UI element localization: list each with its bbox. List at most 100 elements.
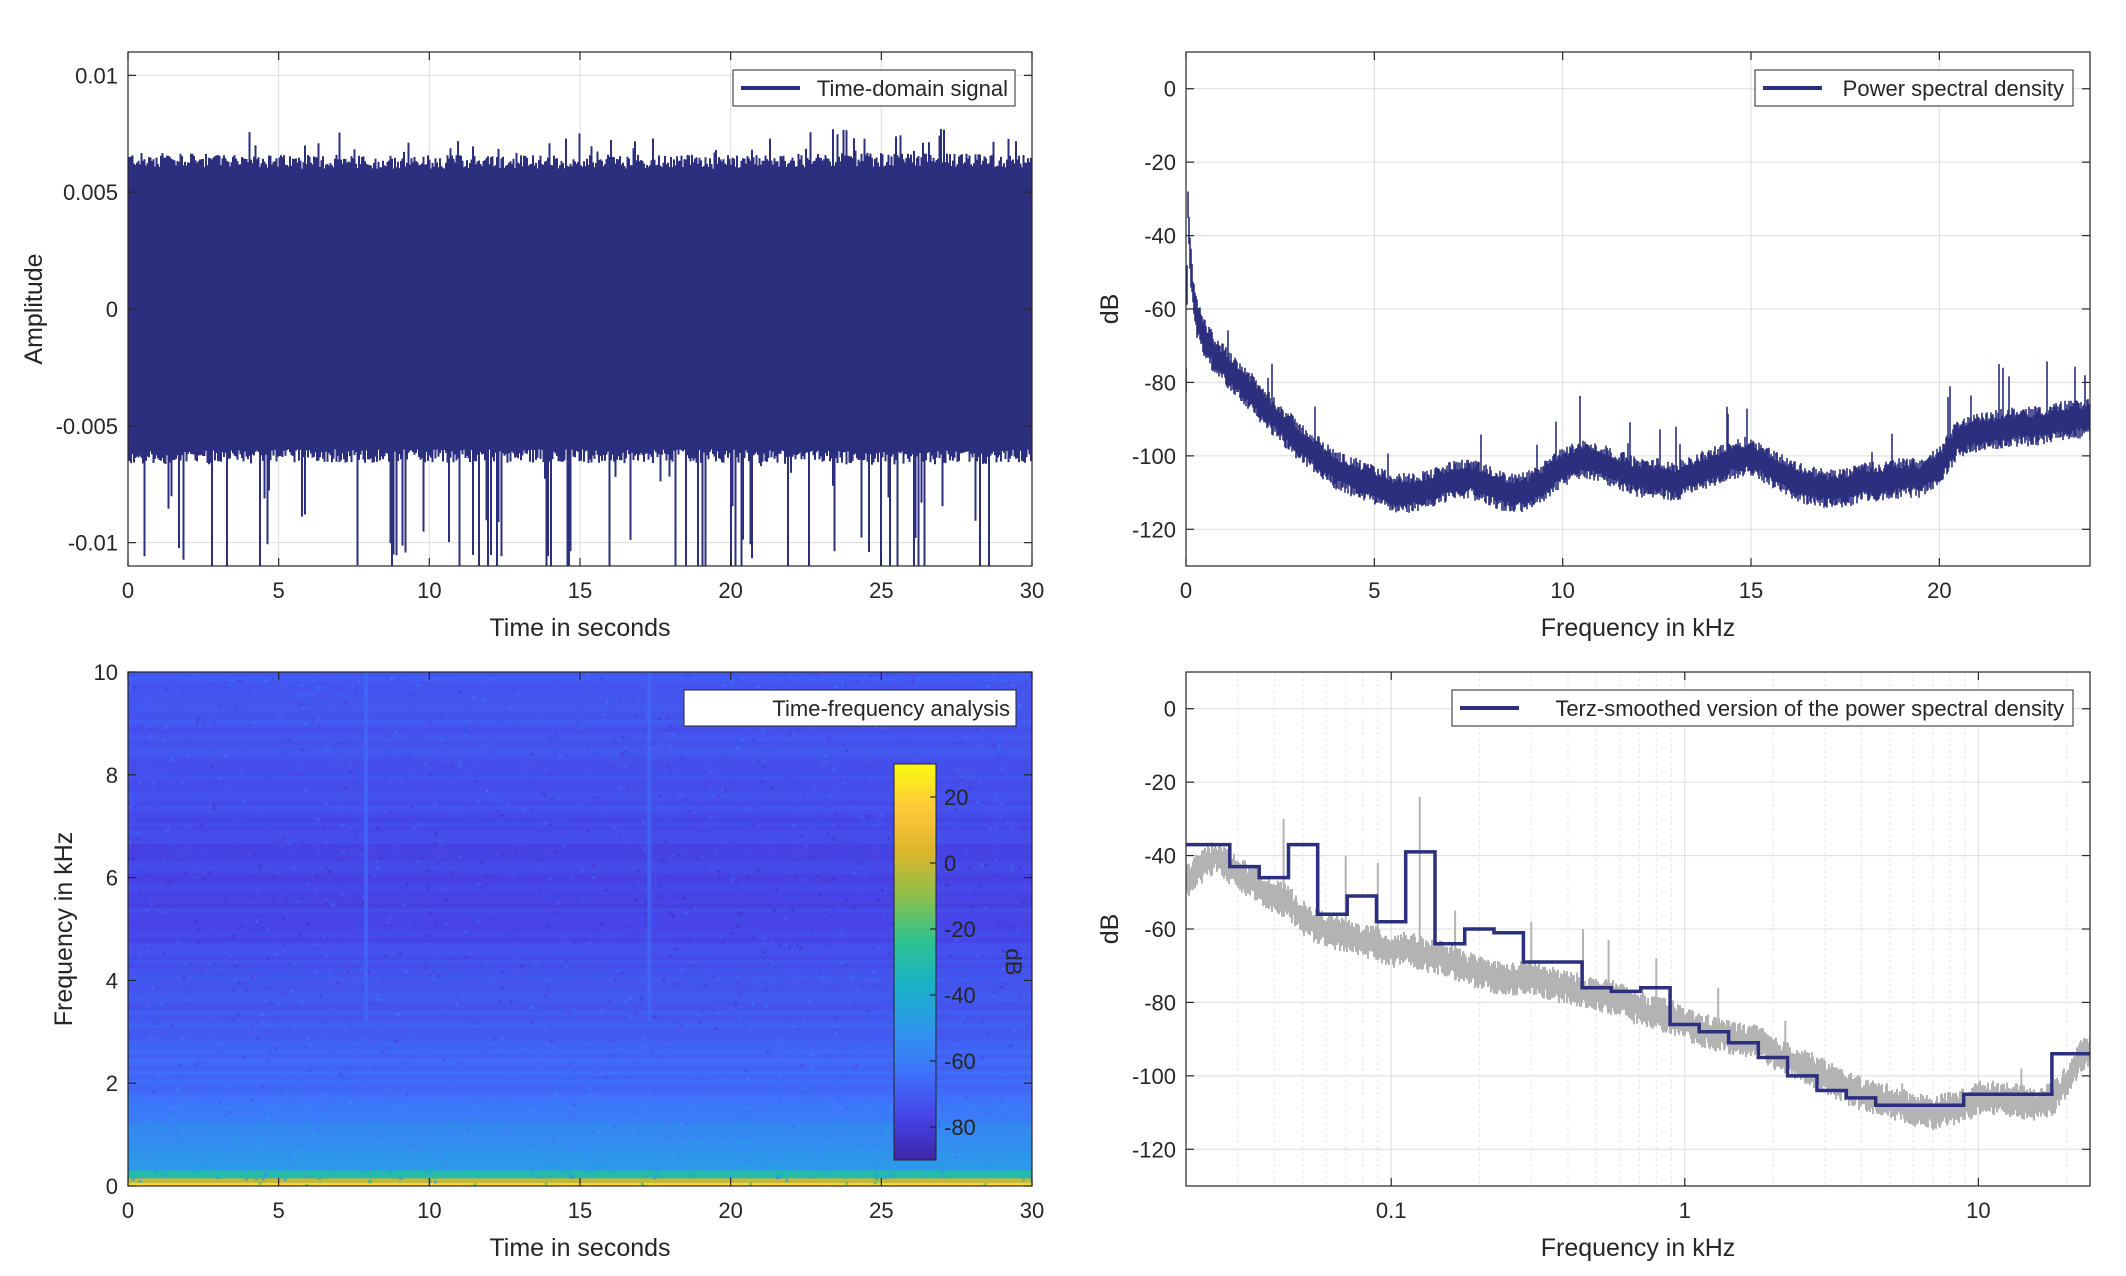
spectrogram-speckle: [998, 754, 1002, 758]
spectrogram-speckle: [997, 1142, 1001, 1146]
spectrogram-speckle: [548, 894, 552, 898]
spectrogram-speckle: [148, 873, 151, 876]
spectrogram-speckle: [260, 1020, 264, 1024]
spectrogram-speckle: [292, 1025, 296, 1029]
spectrogram-speckle: [449, 912, 453, 916]
spectrogram-speckle: [815, 981, 819, 985]
spectrogram-speckle: [668, 744, 672, 748]
spectrogram-row: [128, 1019, 1032, 1024]
spectrogram-speckle: [804, 1091, 808, 1094]
spectrogram-speckle: [326, 748, 330, 751]
spectrogram-speckle: [557, 920, 561, 924]
spectrogram-speckle: [331, 810, 335, 814]
spectrogram-speckle: [983, 1182, 987, 1186]
spectrogram-speckle: [724, 839, 728, 843]
spectrogram-speckle: [296, 766, 300, 770]
spectrogram-speckle: [700, 1095, 704, 1099]
spectrogram-speckle: [284, 903, 287, 907]
spectrogram-speckle: [132, 791, 135, 795]
spectrogram-speckle: [338, 897, 342, 901]
spectrogram-row: [128, 813, 1032, 819]
spectrogram-speckle: [321, 936, 325, 940]
x-axis-label: Time in seconds: [489, 1234, 670, 1262]
spectrogram-speckle: [857, 728, 861, 732]
spectrogram-speckle: [308, 1068, 312, 1072]
spectrogram-speckle: [850, 974, 854, 978]
spectrogram-speckle: [343, 1141, 347, 1144]
spectrogram-speckle: [338, 757, 342, 761]
spectrogram-speckle: [194, 919, 198, 923]
spectrogram-speckle: [235, 1147, 239, 1151]
spectrogram-speckle: [739, 1131, 743, 1135]
spectrogram-speckle: [689, 1173, 693, 1177]
spectrogram-speckle: [207, 793, 211, 797]
spectrogram-speckle: [563, 692, 566, 695]
spectrogram-speckle: [385, 677, 389, 681]
spectrogram-speckle: [770, 939, 774, 943]
spectrogram-speckle: [153, 806, 156, 809]
spectrogram-speckle: [139, 781, 142, 785]
spectrogram-speckle: [1001, 949, 1005, 953]
spectrogram-speckle: [833, 1027, 837, 1031]
spectrogram-speckle: [818, 1169, 822, 1173]
spectrogram-speckle: [265, 698, 269, 702]
spectrogram-speckle: [874, 949, 878, 953]
spectrogram-speckle: [371, 845, 375, 849]
spectrogram-speckle: [327, 972, 331, 976]
y-tick-label: 4: [106, 968, 118, 993]
spectrogram-speckle: [313, 766, 317, 770]
spectrogram-speckle: [255, 1107, 259, 1111]
spectrogram-speckle: [653, 1015, 657, 1019]
spectrogram-row: [128, 860, 1032, 866]
spectrogram-speckle: [921, 684, 925, 688]
spectrogram-speckle: [1020, 873, 1024, 877]
spectrogram-speckle: [827, 1172, 831, 1176]
spectrogram-speckle: [610, 1040, 614, 1044]
spectrogram-speckle: [347, 909, 351, 913]
spectrogram-speckle: [877, 672, 881, 676]
spectrogram-speckle: [281, 916, 285, 920]
spectrogram-speckle: [361, 691, 365, 695]
spectrogram-speckle: [964, 1067, 968, 1071]
spectrogram-speckle: [509, 699, 513, 703]
spectrogram-row: [128, 1130, 1032, 1136]
spectrogram-speckle: [431, 1130, 435, 1134]
spectrogram-speckle: [357, 1129, 361, 1133]
spectrogram-speckle: [453, 674, 457, 678]
spectrogram-speckle: [739, 911, 743, 915]
spectrogram-speckle: [1022, 1177, 1025, 1181]
spectrogram-speckle: [688, 810, 692, 813]
spectrogram-speckle: [228, 796, 232, 800]
spectrogram-speckle: [770, 832, 774, 836]
spectrogram-speckle: [846, 1094, 849, 1098]
spectrogram-speckle: [885, 1012, 889, 1016]
spectrogram-speckle: [318, 1105, 322, 1109]
spectrogram-speckle: [815, 1028, 819, 1032]
spectrogram-speckle: [368, 708, 372, 712]
spectrogram-speckle: [297, 1079, 301, 1083]
spectrogram-speckle: [534, 747, 538, 751]
spectrogram-speckle: [669, 881, 672, 885]
spectrogram-speckle: [742, 1166, 746, 1170]
spectrogram-speckle: [427, 711, 431, 715]
spectrogram-speckle: [136, 1151, 140, 1155]
spectrogram-speckle: [148, 696, 152, 700]
spectrogram-speckle: [278, 716, 282, 720]
spectrogram-speckle: [788, 732, 791, 736]
spectrogram-speckle: [356, 847, 360, 851]
spectrogram-speckle: [573, 1103, 577, 1107]
spectrogram-speckle: [179, 748, 183, 752]
spectrogram-speckle: [761, 1164, 765, 1168]
x-tick-label: 10: [417, 1198, 441, 1223]
spectrogram-speckle: [501, 1132, 505, 1136]
spectrogram-speckle: [428, 1171, 432, 1175]
spectrogram-speckle: [350, 965, 354, 969]
spectrogram-speckle: [281, 883, 285, 887]
spectrogram-speckle: [210, 791, 214, 795]
spectrogram-speckle: [737, 887, 740, 891]
spectrogram-speckle: [497, 1087, 501, 1090]
spectrogram-speckle: [439, 1093, 443, 1097]
spectrogram-speckle: [491, 918, 495, 922]
spectrogram-speckle: [606, 698, 610, 702]
spectrogram-speckle: [944, 865, 948, 869]
